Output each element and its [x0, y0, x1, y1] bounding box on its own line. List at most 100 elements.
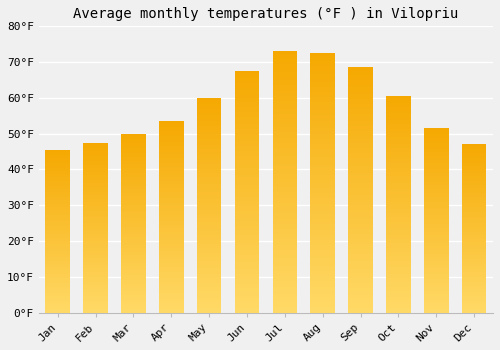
- Bar: [386, 133, 410, 135]
- Bar: [84, 197, 108, 199]
- Bar: [234, 136, 260, 139]
- Bar: [159, 286, 184, 288]
- Bar: [310, 56, 335, 58]
- Bar: [272, 193, 297, 195]
- Bar: [272, 57, 297, 59]
- Bar: [424, 294, 448, 296]
- Bar: [386, 191, 410, 194]
- Bar: [386, 141, 410, 144]
- Bar: [386, 209, 410, 211]
- Bar: [462, 269, 486, 271]
- Bar: [348, 246, 373, 249]
- Bar: [197, 280, 222, 282]
- Bar: [348, 298, 373, 300]
- Bar: [84, 149, 108, 151]
- Bar: [424, 173, 448, 174]
- Bar: [121, 259, 146, 261]
- Bar: [234, 105, 260, 107]
- Bar: [46, 303, 70, 304]
- Bar: [386, 224, 410, 226]
- Bar: [386, 150, 410, 152]
- Bar: [348, 75, 373, 77]
- Bar: [424, 265, 448, 267]
- Bar: [234, 85, 260, 88]
- Bar: [348, 210, 373, 212]
- Bar: [386, 239, 410, 241]
- Bar: [234, 107, 260, 110]
- Bar: [84, 172, 108, 173]
- Bar: [121, 173, 146, 175]
- Bar: [462, 227, 486, 229]
- Bar: [310, 243, 335, 245]
- Bar: [234, 129, 260, 132]
- Bar: [348, 161, 373, 163]
- Bar: [84, 195, 108, 197]
- Bar: [462, 225, 486, 227]
- Bar: [84, 154, 108, 156]
- Bar: [84, 286, 108, 287]
- Bar: [272, 310, 297, 313]
- Bar: [348, 278, 373, 281]
- Bar: [84, 144, 108, 146]
- Bar: [462, 173, 486, 175]
- Bar: [46, 236, 70, 238]
- Bar: [310, 274, 335, 276]
- Bar: [197, 306, 222, 308]
- Bar: [159, 259, 184, 261]
- Bar: [386, 228, 410, 230]
- Bar: [46, 166, 70, 168]
- Bar: [159, 202, 184, 203]
- Bar: [159, 194, 184, 196]
- Bar: [46, 288, 70, 290]
- Bar: [121, 187, 146, 189]
- Bar: [272, 88, 297, 91]
- Bar: [310, 149, 335, 152]
- Bar: [159, 265, 184, 267]
- Bar: [386, 126, 410, 128]
- Bar: [159, 125, 184, 127]
- Bar: [234, 93, 260, 95]
- Bar: [462, 220, 486, 222]
- Bar: [462, 267, 486, 269]
- Bar: [46, 311, 70, 313]
- Bar: [424, 143, 448, 145]
- Bar: [348, 249, 373, 251]
- Bar: [348, 251, 373, 254]
- Bar: [84, 189, 108, 190]
- Bar: [46, 270, 70, 272]
- Bar: [462, 163, 486, 164]
- Bar: [84, 207, 108, 209]
- Bar: [46, 301, 70, 303]
- Bar: [424, 161, 448, 163]
- Bar: [272, 96, 297, 98]
- Bar: [424, 303, 448, 305]
- Bar: [310, 157, 335, 160]
- Bar: [462, 185, 486, 187]
- Bar: [46, 192, 70, 194]
- Bar: [424, 250, 448, 252]
- Bar: [234, 306, 260, 308]
- Bar: [348, 92, 373, 94]
- Bar: [310, 160, 335, 162]
- Bar: [46, 168, 70, 169]
- Bar: [462, 266, 486, 267]
- Bar: [348, 256, 373, 259]
- Bar: [424, 196, 448, 198]
- Bar: [386, 170, 410, 172]
- Bar: [197, 197, 222, 199]
- Bar: [348, 173, 373, 175]
- Bar: [46, 222, 70, 223]
- Bar: [424, 150, 448, 152]
- Bar: [46, 225, 70, 226]
- Bar: [84, 161, 108, 163]
- Bar: [462, 249, 486, 250]
- Bar: [121, 205, 146, 207]
- Bar: [197, 160, 222, 162]
- Bar: [46, 257, 70, 259]
- Bar: [234, 279, 260, 281]
- Bar: [424, 171, 448, 173]
- Bar: [46, 217, 70, 218]
- Bar: [197, 117, 222, 119]
- Bar: [310, 206, 335, 209]
- Bar: [424, 204, 448, 206]
